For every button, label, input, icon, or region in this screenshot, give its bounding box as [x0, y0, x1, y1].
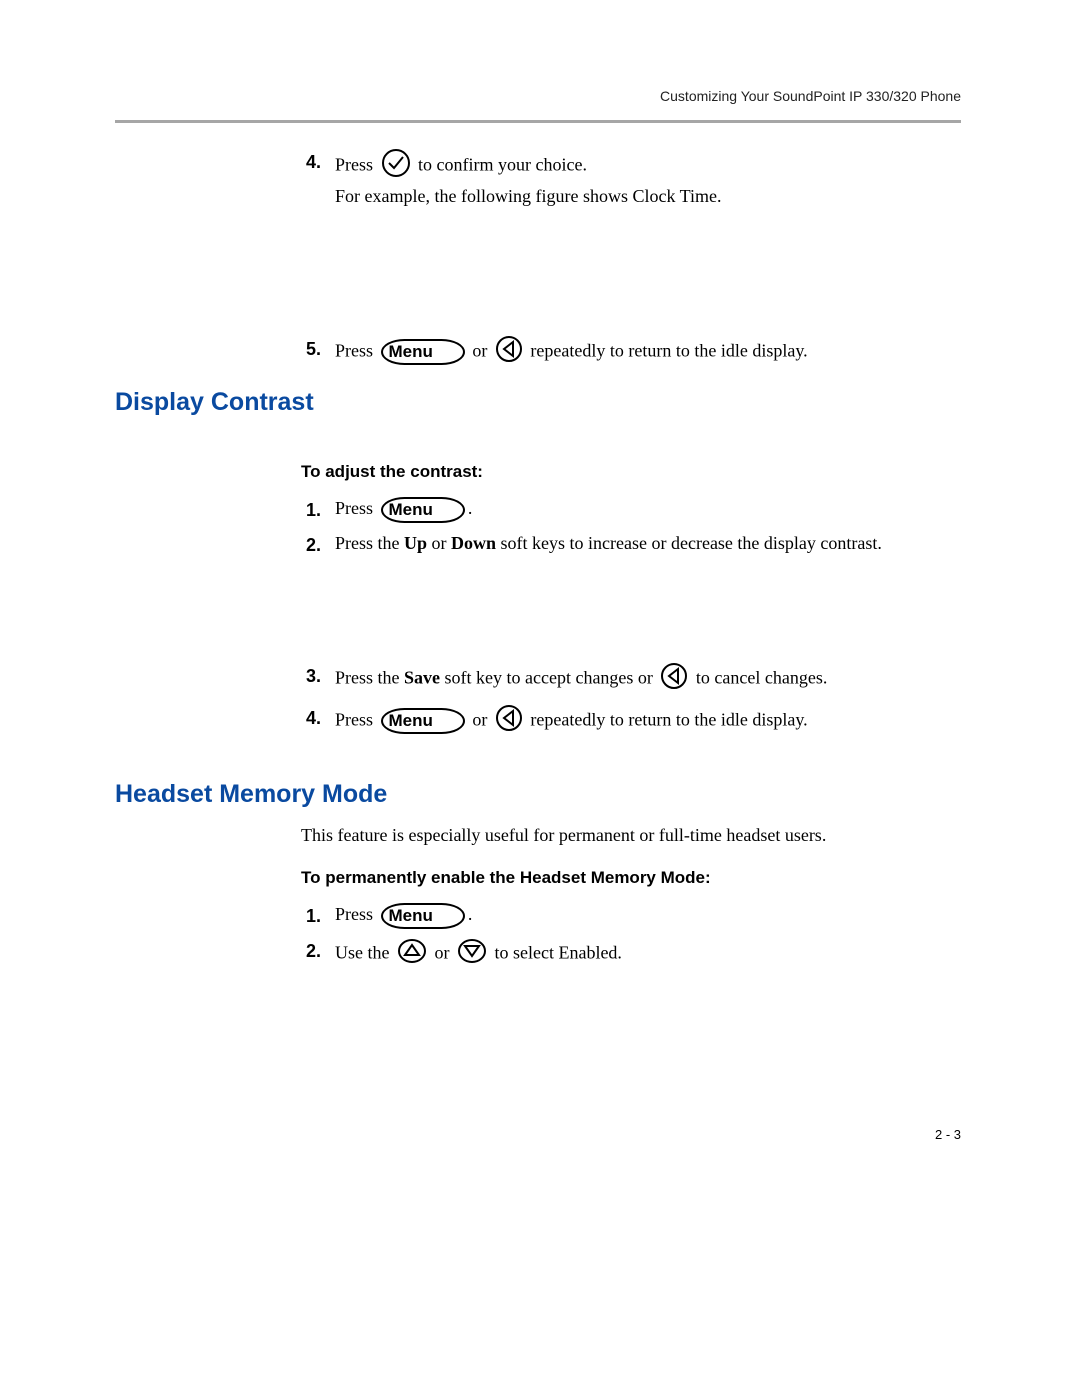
text: soft key to accept changes or [440, 667, 657, 687]
step-4: 4. Press to confirm your choice. For exa… [301, 148, 961, 209]
running-header: Customizing Your SoundPoint IP 330/320 P… [660, 88, 961, 104]
menu-key-icon: Menu [381, 497, 465, 523]
step-number: 2. [301, 535, 321, 556]
step-number: 1. [301, 500, 321, 521]
bold-down: Down [451, 533, 496, 553]
text: repeatedly to return to the idle display… [530, 340, 807, 360]
header-rule [115, 120, 961, 123]
text: Press [335, 154, 373, 174]
text: repeatedly to return to the idle display… [530, 709, 807, 729]
text: . [468, 498, 473, 518]
text: Press [335, 904, 373, 924]
text: to confirm your choice. [418, 154, 587, 174]
page-number: 2 - 3 [935, 1127, 961, 1142]
headset-intro: This feature is especially useful for pe… [301, 825, 961, 846]
step-number: 3. [301, 666, 321, 687]
step-number: 4. [301, 708, 321, 729]
left-arrow-icon [660, 662, 688, 696]
step-number: 2. [301, 941, 321, 962]
text: or [472, 340, 487, 360]
menu-key-icon: Menu [381, 708, 465, 734]
page: Customizing Your SoundPoint IP 330/320 P… [0, 0, 1080, 1397]
subheading-adjust-contrast: To adjust the contrast: [301, 462, 961, 482]
step-number: 1. [301, 906, 321, 927]
text: For example, the following figure shows … [335, 186, 721, 206]
check-icon [381, 148, 411, 184]
text: Press [335, 709, 373, 729]
text: Use the [335, 942, 394, 962]
text: to select Enabled. [494, 942, 621, 962]
step-number: 5. [301, 339, 321, 360]
heading-display-contrast: Display Contrast [115, 388, 314, 417]
headset-block: This feature is especially useful for pe… [301, 815, 961, 979]
text: . [468, 904, 473, 924]
dc-step-2: 2. Press the Up or Down soft keys to inc… [301, 531, 961, 556]
text: Press [335, 498, 373, 518]
dc-step-1: 1. Press Menu. [301, 496, 961, 523]
step-5: 5. Press Menu or repeatedly to return to… [301, 335, 961, 369]
heading-headset-memory: Headset Memory Mode [115, 780, 387, 809]
down-arrow-icon [457, 937, 487, 971]
text: or [427, 533, 451, 553]
text: Press the [335, 533, 404, 553]
hm-step-1: 1. Press Menu. [301, 902, 961, 929]
text: or [434, 942, 449, 962]
text: Press [335, 340, 373, 360]
text: Press the [335, 667, 404, 687]
hm-step-2: 2. Use the or to select Enabled. [301, 937, 961, 971]
display-contrast-block: To adjust the contrast: 1. Press Menu. 2… [301, 440, 961, 746]
subheading-headset: To permanently enable the Headset Memory… [301, 868, 961, 888]
content-column: 4. Press to confirm your choice. For exa… [301, 140, 961, 377]
up-arrow-icon [397, 937, 427, 971]
text: to cancel changes. [696, 667, 827, 687]
menu-key-icon: Menu [381, 903, 465, 929]
bold-save: Save [404, 667, 440, 687]
text: or [472, 709, 487, 729]
dc-step-4: 4. Press Menu or repeatedly to return to… [301, 704, 961, 738]
left-arrow-icon [495, 704, 523, 738]
bold-up: Up [404, 533, 427, 553]
menu-key-icon: Menu [381, 339, 465, 365]
text: soft keys to increase or decrease the di… [496, 533, 882, 553]
dc-step-3: 3. Press the Save soft key to accept cha… [301, 662, 961, 696]
left-arrow-icon [495, 335, 523, 369]
step-number: 4. [301, 152, 321, 173]
